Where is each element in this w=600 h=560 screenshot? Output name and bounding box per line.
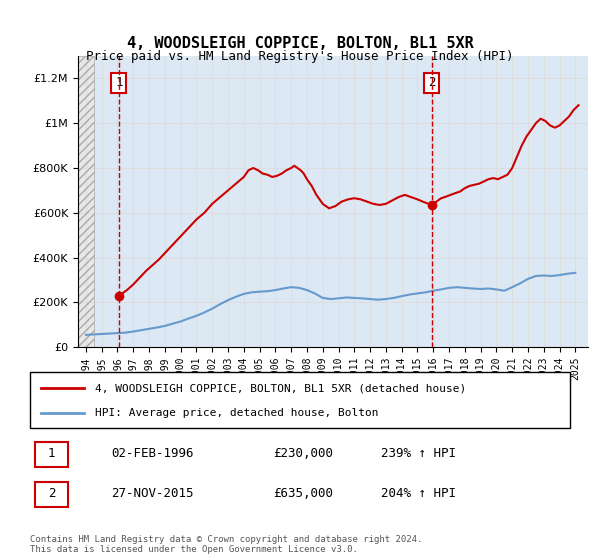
Text: 4, WOODSLEIGH COPPICE, BOLTON, BL1 5XR (detached house): 4, WOODSLEIGH COPPICE, BOLTON, BL1 5XR (… [95,383,466,393]
Text: 1: 1 [48,447,55,460]
Bar [78,56,94,347]
Text: 02-FEB-1996: 02-FEB-1996 [111,447,193,460]
Text: 2: 2 [48,487,55,501]
FancyBboxPatch shape [35,482,68,507]
Text: 4, WOODSLEIGH COPPICE, BOLTON, BL1 5XR: 4, WOODSLEIGH COPPICE, BOLTON, BL1 5XR [127,36,473,52]
Text: Contains HM Land Registry data © Crown copyright and database right 2024.
This d: Contains HM Land Registry data © Crown c… [30,535,422,554]
Text: 27-NOV-2015: 27-NOV-2015 [111,487,193,501]
Text: Price paid vs. HM Land Registry's House Price Index (HPI): Price paid vs. HM Land Registry's House … [86,50,514,63]
Bar [78,56,94,347]
FancyBboxPatch shape [30,372,570,428]
Text: HPI: Average price, detached house, Bolton: HPI: Average price, detached house, Bolt… [95,408,379,418]
Text: 2: 2 [428,76,436,90]
Text: £635,000: £635,000 [273,487,333,501]
Text: 204% ↑ HPI: 204% ↑ HPI [381,487,456,501]
Text: 239% ↑ HPI: 239% ↑ HPI [381,447,456,460]
Text: £230,000: £230,000 [273,447,333,460]
Text: 1: 1 [115,76,122,90]
FancyBboxPatch shape [35,442,68,467]
